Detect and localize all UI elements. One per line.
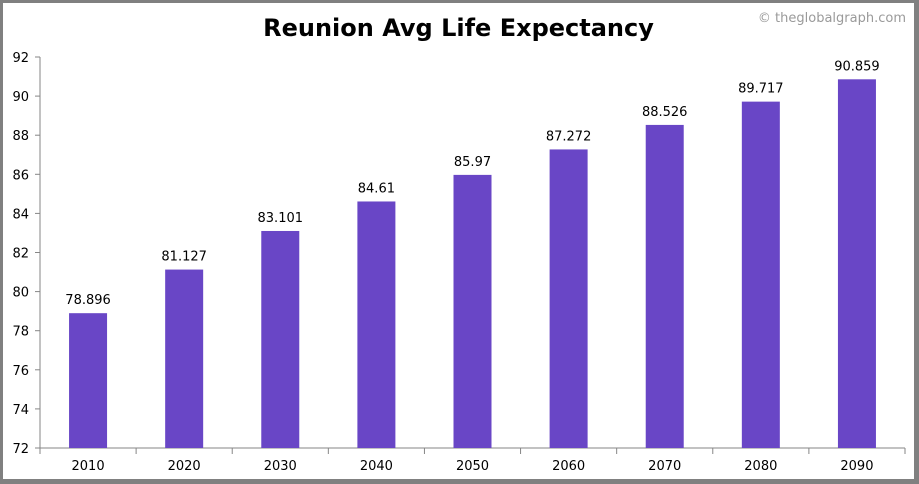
x-tick-label: 2040 (360, 459, 393, 474)
data-label: 83.101 (258, 211, 304, 226)
data-label: 88.526 (642, 105, 688, 120)
y-tick-label: 84 (12, 207, 29, 222)
x-tick-label: 2060 (552, 459, 585, 474)
y-tick-label: 80 (12, 286, 29, 301)
y-tick-label: 88 (12, 129, 29, 144)
y-tick-label: 72 (12, 442, 29, 457)
x-tick-label: 2090 (840, 459, 873, 474)
bar-2020 (165, 269, 204, 448)
y-tick-label: 86 (12, 168, 29, 183)
bar-2070 (645, 124, 684, 449)
x-tick-label: 2070 (648, 459, 681, 474)
x-tick-label: 2080 (744, 459, 777, 474)
y-tick-label: 74 (12, 403, 29, 418)
chart-title: Reunion Avg Life Expectancy (263, 14, 654, 42)
y-tick-label: 92 (12, 51, 29, 66)
bar-2030 (261, 230, 300, 448)
bar-2010 (69, 313, 108, 448)
bar-2080 (741, 101, 780, 448)
y-tick-label: 82 (12, 247, 29, 262)
bar-2060 (549, 149, 588, 448)
data-label: 90.859 (834, 59, 880, 74)
data-label: 84.61 (358, 181, 395, 196)
y-tick-label: 90 (12, 90, 29, 105)
y-tick-label: 76 (12, 364, 29, 379)
data-label: 85.97 (454, 155, 491, 170)
data-label: 89.717 (738, 82, 784, 97)
x-tick-label: 2050 (456, 459, 489, 474)
y-tick-label: 78 (12, 325, 29, 340)
bar-2040 (357, 201, 396, 448)
data-label: 87.272 (546, 129, 592, 144)
data-label: 81.127 (161, 250, 207, 265)
bar-2090 (837, 79, 876, 448)
data-label: 78.896 (65, 293, 111, 308)
x-tick-label: 2030 (264, 459, 297, 474)
x-tick-label: 2010 (72, 459, 105, 474)
x-tick-label: 2020 (168, 459, 201, 474)
credit-watermark: © theglobalgraph.com (757, 11, 906, 26)
bar-2050 (453, 174, 492, 448)
